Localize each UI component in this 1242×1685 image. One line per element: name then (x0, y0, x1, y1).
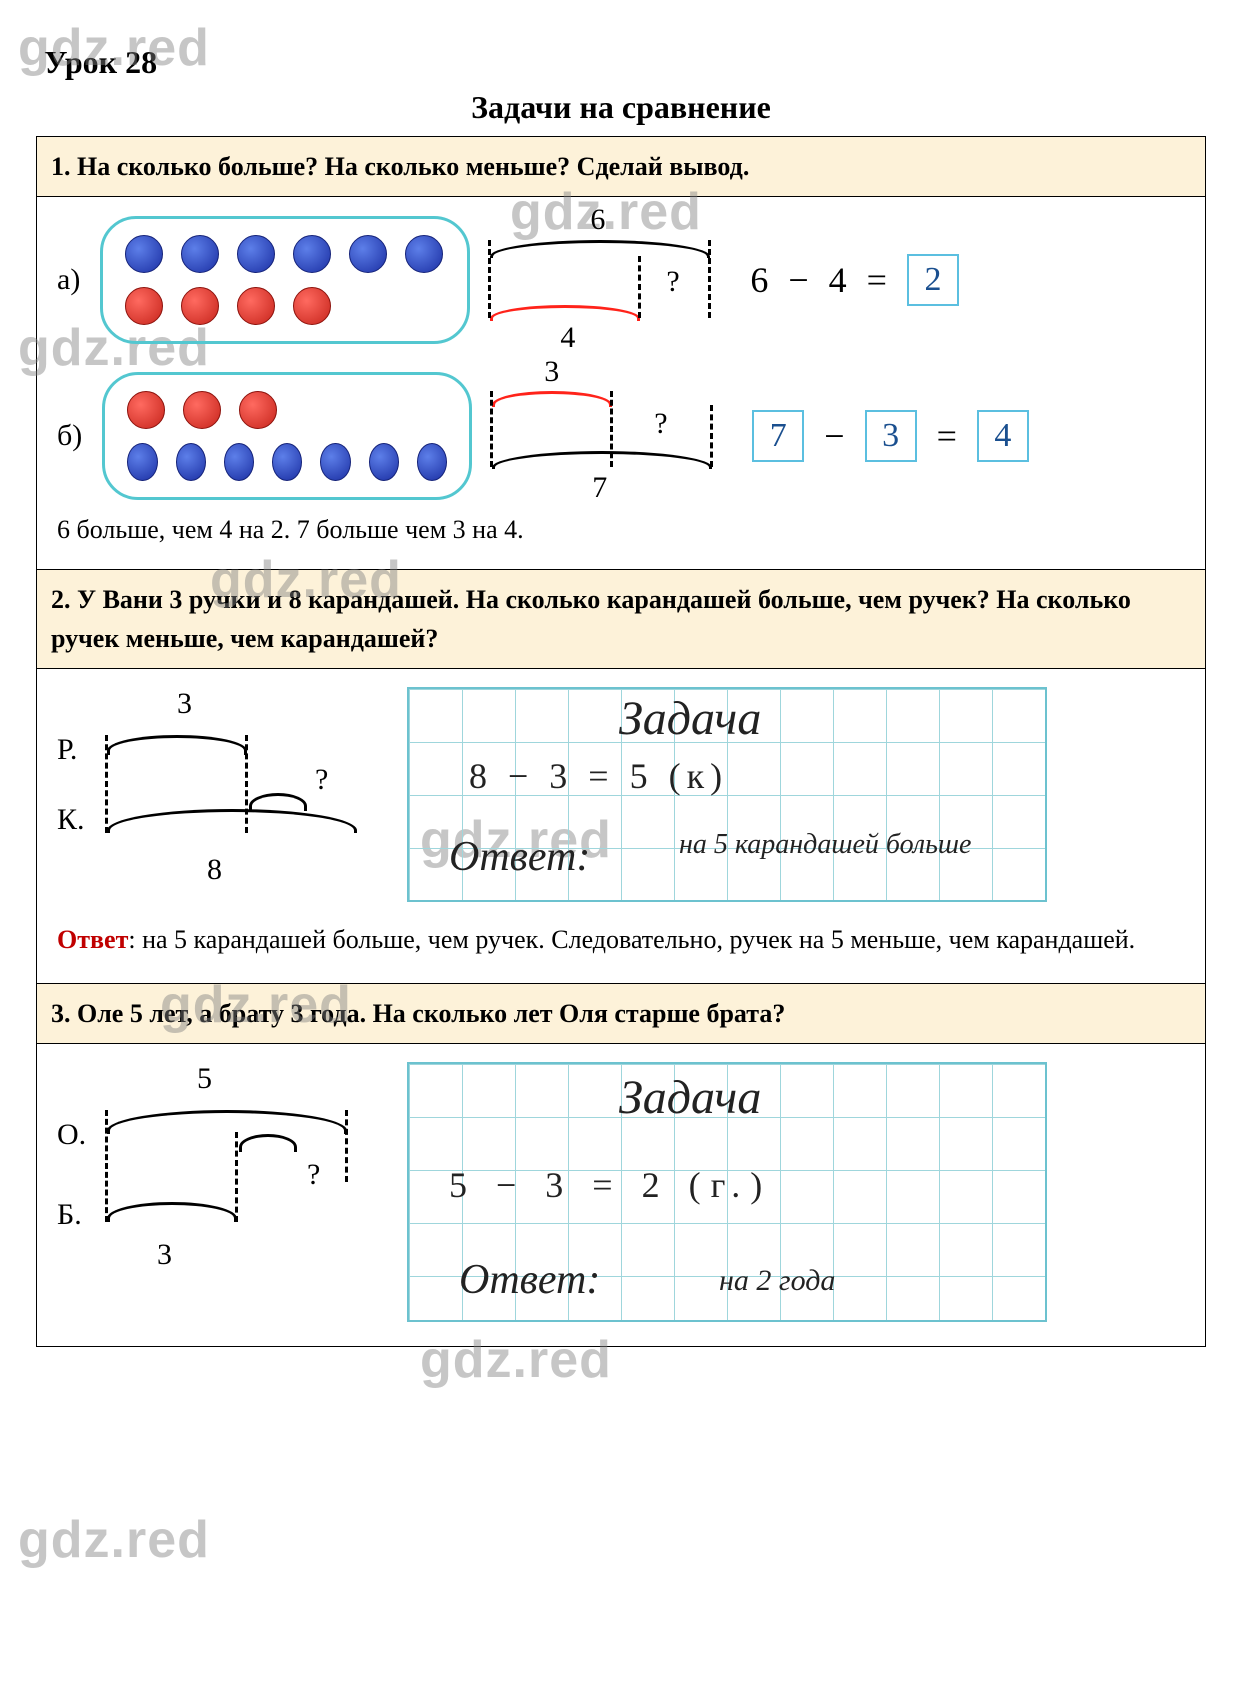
task2-hw-ansrest: на 5 карандашей больше (679, 829, 1039, 861)
task3-diagram: О. Б. 5 3 ? (57, 1062, 367, 1262)
task1-a-q: ? (666, 265, 679, 299)
task3-bot-num: 3 (157, 1238, 172, 1272)
task1-a-botrow (125, 287, 445, 325)
task2-answer-text: : на 5 карандашей больше, чем ручек. Сле… (128, 925, 1135, 954)
task1-b-label: б) (57, 419, 82, 453)
eq-eq: = (867, 259, 887, 301)
task1-a-toprow (125, 235, 445, 273)
eq-num: 3 (865, 410, 917, 462)
task1-a-dotbox (100, 216, 470, 344)
dot (181, 235, 219, 273)
dot (320, 443, 350, 481)
task3-b-label: Б. (57, 1198, 82, 1232)
task1-b-shortlabel: 3 (544, 355, 559, 389)
dot (127, 443, 157, 481)
dot (224, 443, 254, 481)
task3-top-num: 5 (197, 1062, 212, 1096)
page-title: Задачи на сравнение (36, 89, 1206, 126)
task1-b-eq: 7 − 3 = 4 (752, 410, 1029, 462)
eq-res: 4 (977, 410, 1029, 462)
dot (349, 235, 387, 273)
dot (237, 235, 275, 273)
eq-num: 4 (829, 259, 847, 301)
worksheet: 1. На сколько больше? На сколько меньше?… (36, 136, 1206, 1347)
task3-hw-eq: 5 − 3 = 2 (г.) (449, 1164, 772, 1206)
task3-gridpaper: Задача 5 − 3 = 2 (г.) Ответ: на 2 года (407, 1062, 1047, 1322)
task2-diagram: Р. К. 3 8 ? (57, 687, 367, 887)
eq-op: − (788, 259, 808, 301)
dot (125, 287, 163, 325)
task2-answer: Ответ: на 5 карандашей больше, чем ручек… (57, 920, 1185, 959)
task2-answer-word: Ответ (57, 925, 128, 954)
task1-header: 1. На сколько больше? На сколько меньше?… (37, 137, 1205, 197)
task1-b-toprow (127, 391, 447, 429)
dot (176, 443, 206, 481)
dot (125, 235, 163, 273)
dot (405, 235, 443, 273)
task1-body: а) 6 4 ? 6 − 4 = 2 (37, 197, 1205, 569)
task1-b-diagram: 3 7 ? (492, 371, 732, 501)
dot (127, 391, 165, 429)
dot (293, 287, 331, 325)
dot (272, 443, 302, 481)
task2-k-label: К. (57, 803, 85, 837)
eq-op: − (824, 415, 844, 457)
dot (417, 443, 447, 481)
task1-b-dotbox (102, 372, 472, 500)
dot (183, 391, 221, 429)
eq-eq: = (937, 415, 957, 457)
dot (293, 235, 331, 273)
dot (181, 287, 219, 325)
task2-q: ? (315, 763, 328, 797)
task3-o-label: О. (57, 1118, 86, 1152)
eq-num: 6 (750, 259, 768, 301)
dot (239, 391, 277, 429)
task2-bot-num: 8 (207, 853, 222, 887)
task2-top-num: 3 (177, 687, 192, 721)
task1-a-label: а) (57, 263, 80, 297)
task1-a-shortlabel: 4 (560, 321, 575, 355)
task2-gridpaper: Задача 8 − 3 = 5 (к) Ответ: на 5 каранда… (407, 687, 1047, 902)
task2-hw-title: Задача (619, 691, 761, 746)
task3-hw-answord: Ответ: (459, 1256, 600, 1304)
eq-num: 7 (752, 410, 804, 462)
task2-p-label: Р. (57, 733, 77, 767)
task2-hw-answord: Ответ: (449, 833, 590, 881)
task2-hw-eq: 8 − 3 = 5 (к) (469, 755, 728, 797)
task1-b-q: ? (654, 407, 667, 441)
task3-hw-ansrest: на 2 года (719, 1264, 835, 1298)
task1-a-longlabel: 6 (590, 203, 605, 237)
task2-header: 2. У Вани 3 ручки и 8 карандашей. На ско… (37, 570, 1205, 669)
task3-header: 3. Оле 5 лет, а брату 3 года. На сколько… (37, 984, 1205, 1044)
task1-b-longlabel: 7 (592, 471, 607, 505)
dot (237, 287, 275, 325)
task3-body: О. Б. 5 3 ? Задача 5 − 3 = 2 (г.) Ответ:… (37, 1044, 1205, 1346)
task1-a-eq: 6 − 4 = 2 (750, 254, 959, 306)
task1-a-diagram: 6 4 ? (490, 215, 730, 345)
task1-conclusion: 6 больше, чем 4 на 2. 7 больше чем 3 на … (57, 515, 1185, 545)
task3-q: ? (307, 1158, 320, 1192)
task2-body: Р. К. 3 8 ? Задача 8 − 3 = 5 (к) Ответ: … (37, 669, 1205, 983)
task1-b-botrow (127, 443, 447, 481)
task3-hw-title: Задача (619, 1070, 761, 1125)
watermark: gdz.red (18, 1510, 210, 1570)
eq-res: 2 (907, 254, 959, 306)
lesson-title: Урок 28 (44, 44, 1206, 81)
dot (369, 443, 399, 481)
